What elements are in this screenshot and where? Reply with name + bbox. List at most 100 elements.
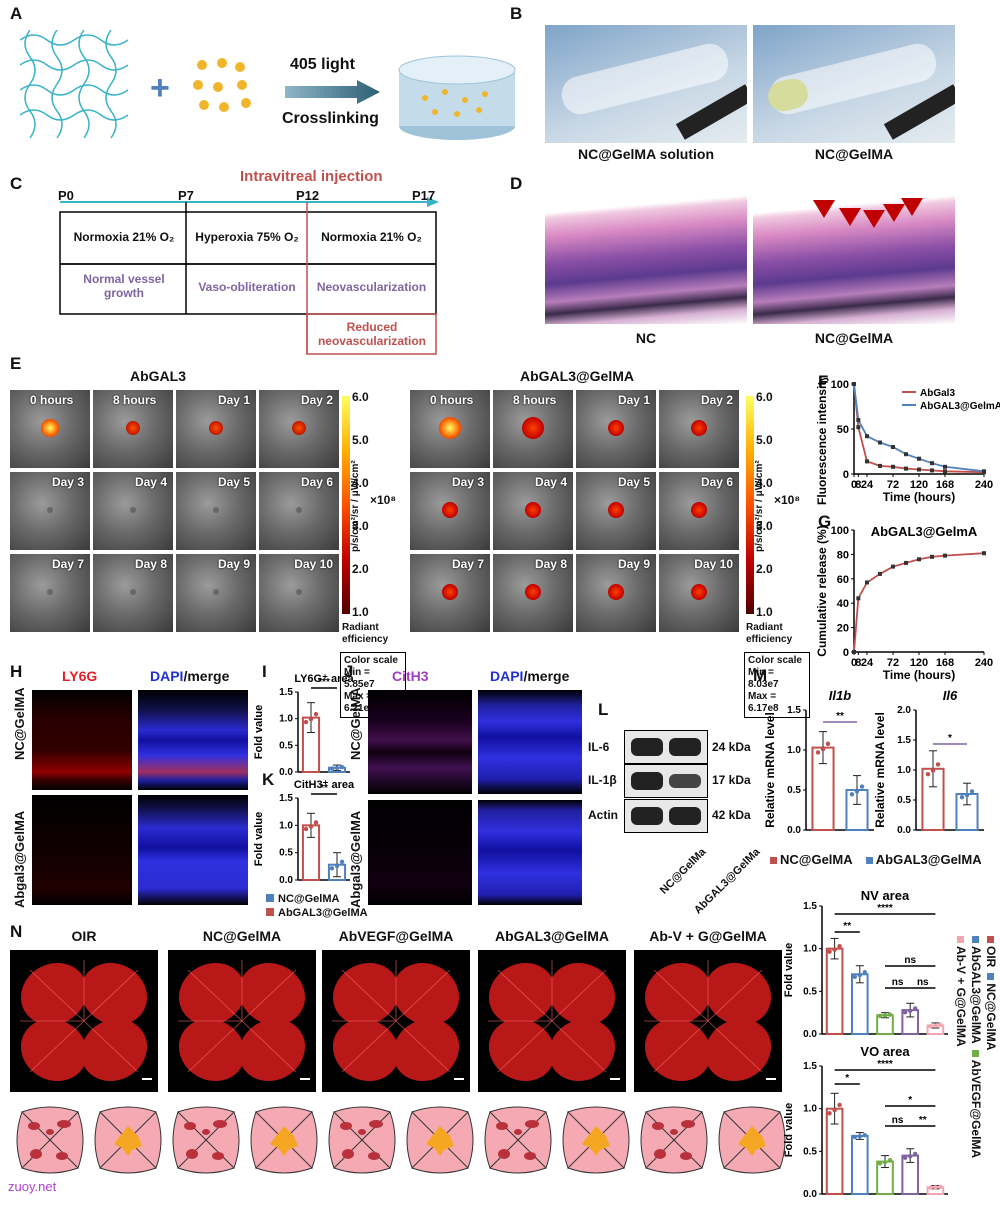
ivis-time-label: Day 7 [51,557,84,571]
significance-label: *** [318,677,330,688]
chart-title: VO area [860,1044,910,1059]
data-point [943,469,947,474]
data-dot [933,1023,938,1028]
panel-label-n: N [10,922,23,941]
color-scale-label-1: Color scale [344,655,398,666]
significance-label: * [948,733,952,744]
legend-n: OIR NC@GelMA AbGAL3@GelMA AbVEGF@GelMA Ab-V … [954,930,1000,1180]
y-tick-label: 1.5 [787,705,801,716]
data-dot [339,764,345,770]
data-dot [857,972,862,978]
data-dot [877,1013,883,1019]
data-dot [908,1008,913,1013]
data-dot [903,1009,908,1015]
hydrogel-dish-icon [398,55,516,140]
signal-spot [525,502,541,518]
row-label-h2: Abgal3@GelMA [12,810,27,908]
y-tick-label: 2.0 [897,705,911,716]
ivis-tile: Day 4 [493,472,573,550]
caption-gel: NC@GelMA [814,146,894,162]
y-tick-label: 1.0 [787,745,801,756]
data-dot [887,1157,893,1163]
units-1: p/s/cm²/sr / μW/cm² [350,460,361,552]
tick-5: 5.0 [352,433,369,447]
y-tick-label: 100 [831,525,849,537]
ivis-time-label: Day 2 [700,393,733,407]
tick2-2: 2.0 [756,562,773,576]
tube-photo-gel [753,25,955,143]
tick-6: 6.0 [352,390,369,404]
radiant-label-2: Radiant efficiency [746,622,793,645]
data-point [891,445,895,449]
panel-label-h: H [10,662,23,681]
legend-n-label: NC@GelMA [984,983,998,1051]
flatmount-image [322,950,470,1092]
data-point [917,456,921,461]
blot-actin [624,799,708,833]
legend-m: NC@GelMA AbGAL3@GelMA [770,852,982,867]
ivis-tile: Day 9 [176,554,256,632]
panel-label-c: C [10,174,23,193]
data-dot [837,944,842,949]
signal-spot [442,584,458,600]
signal-spot [525,584,541,600]
signal-spot [442,502,458,518]
signal-spot [47,589,53,595]
y-axis-label: Fold value [783,943,795,997]
data-dot [852,974,857,980]
flatmount-title: AbGAL3@GelMA [495,928,609,944]
ivis-time-label: Day 8 [134,557,167,571]
signal-spot [691,420,707,436]
y-tick-label: 0.0 [803,1029,817,1040]
multiplier-2: ×10⁸ [774,493,801,507]
ivis-title-1: AbGAL3 [130,368,186,384]
data-dot [837,1102,842,1108]
colorbar-1 [342,396,350,614]
x-tick-label: 240 [975,657,993,669]
data-dot [859,784,865,789]
band-label-actin: Actin [588,808,618,822]
y-tick-label: 1.0 [279,820,293,831]
tick2-4: 4.0 [756,476,773,490]
significance-label: * [908,1095,912,1106]
ivis-time-label: 8 hours [513,393,557,407]
kda-il6: 24 kDa [712,740,751,754]
ivis-tile: Day 2 [659,390,739,468]
row-label-h1: NC@GelMA [12,687,27,760]
legend-n-label: AbGAL3@GelMA [969,946,983,1044]
data-dot [933,1185,938,1190]
series-line [853,552,985,653]
ivis-time-label: 8 hours [113,393,157,407]
significance-label: ns [892,1115,904,1126]
data-point [943,464,947,469]
ivis-time-label: Day 7 [451,557,484,571]
y-axis-label: Cumulative release (%) [815,525,829,656]
panel-label-j: J [344,662,354,681]
x-tick-label: 120 [910,479,928,491]
histology-gel [753,192,955,324]
flatmount-image [168,950,316,1092]
significance-label: **** [877,1059,893,1070]
chart-title: NV area [861,888,910,903]
data-point [852,382,856,386]
tick2-6: 6.0 [756,390,773,404]
y-tick-label: 0.5 [803,1146,817,1157]
timepoint-p12: P12 [296,188,320,203]
y-tick-label: 1.0 [803,944,817,955]
phase-2: Vaso-obliteration [198,280,296,294]
tick-3: 3.0 [352,519,369,533]
ivis-time-label: Day 4 [134,475,167,489]
y-tick-label: 0 [843,469,849,481]
data-dot [303,826,309,832]
y-tick-label: 1.0 [803,1104,817,1115]
ivis-tile: Day 5 [576,472,656,550]
data-dot [815,750,821,755]
data-dot [882,1159,888,1165]
ivis-tile: Day 7 [410,554,490,632]
y-tick-label: 0.5 [803,986,817,997]
stain-cith3: CitH3 [392,668,429,684]
legend-n-label: Ab-V + G@GelMA [954,946,968,1047]
y-axis-label: Relative mRNA level [873,712,887,828]
y-tick-label: 0.5 [279,848,293,859]
y-tick-label: 0.5 [897,795,911,806]
